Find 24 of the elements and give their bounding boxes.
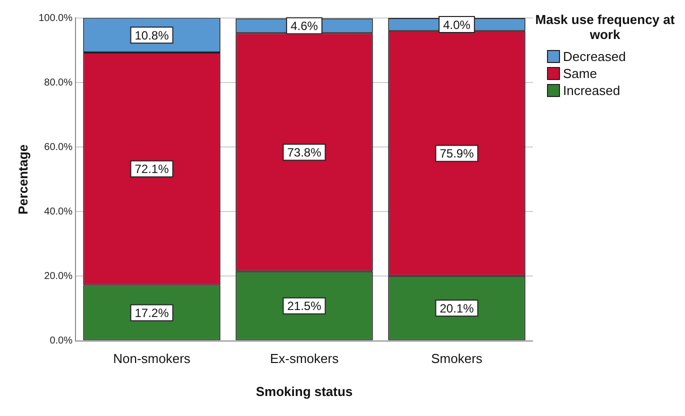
x-tick-label: Ex-smokers: [270, 351, 340, 366]
legend-label: Increased: [563, 83, 620, 98]
data-label: 75.9%: [440, 146, 474, 161]
y-tick-label: 100.0%: [38, 12, 73, 24]
text: Same: [563, 66, 597, 81]
legend-label: Decreased: [563, 49, 626, 64]
data-label: 4.6%: [290, 19, 318, 34]
y-tick-label: 20.0%: [44, 270, 73, 282]
y-axis-title: Percentage: [15, 144, 30, 214]
x-tick-label: Smokers: [431, 351, 483, 366]
y-tick-label: 40.0%: [44, 206, 73, 218]
x-axis-title: Smoking status: [256, 384, 353, 399]
legend-title: Mask use frequency at work: [534, 12, 676, 42]
data-label: 4.0%: [443, 18, 471, 32]
data-label: 73.8%: [287, 146, 322, 160]
x-tick-label: Non-smokers: [113, 351, 191, 366]
data-label: 10.8%: [134, 28, 170, 42]
y-tick-label: 0.0%: [50, 336, 73, 347]
y-tick-label: 80.0%: [44, 77, 73, 88]
data-label: 72.1%: [134, 162, 170, 176]
y-tick-label: 60.0%: [44, 142, 73, 153]
data-label: 20.1%: [440, 301, 474, 316]
data-label: 21.5%: [287, 299, 322, 314]
data-label: 17.2%: [134, 306, 170, 320]
